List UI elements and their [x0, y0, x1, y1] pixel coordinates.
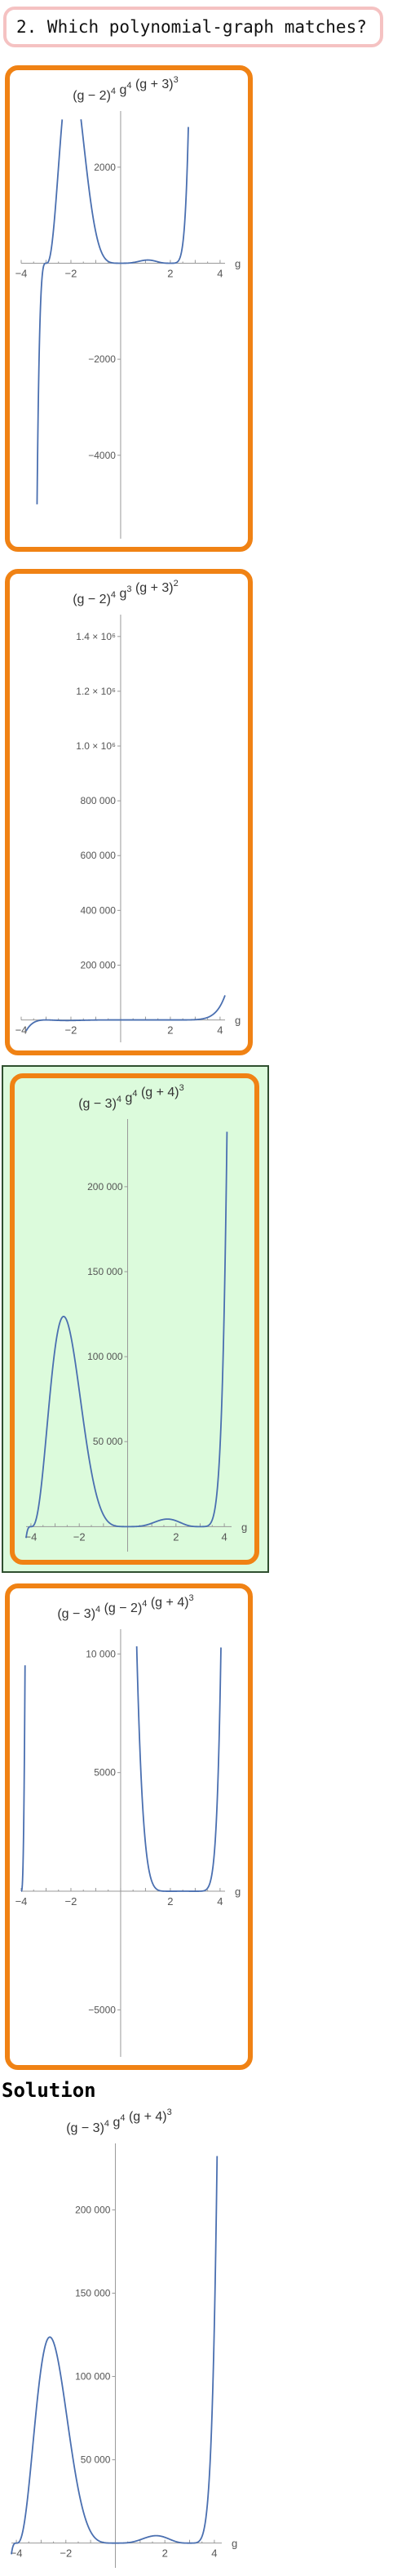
option-4-title-part: (g + 4) [147, 1596, 188, 1610]
solution-title-exponent: 4 [104, 2119, 109, 2129]
option-3-x-tick-label: 2 [173, 1530, 179, 1543]
option-4-title-part: (g − 2) [100, 1601, 142, 1615]
option-2-x-tick-label: 2 [167, 1024, 173, 1037]
option-plot-4: (g − 3)4 (g − 2)4 (g + 4)3g−4 −2 2 410 0005… [15, 1593, 241, 2057]
option-1-title-exponent: 4 [111, 87, 116, 96]
option-4-x-tick-label: 4 [217, 1895, 223, 1908]
option-1-y-tick-label: −2000 [88, 353, 116, 365]
solution-title-part: g [109, 2116, 120, 2130]
option-4-x-tick-label: −4 [15, 1895, 28, 1908]
option-4-title: (g − 3)4 (g − 2)4 (g + 4)3 [57, 1593, 193, 1621]
option-2-x-tick-label: −2 [65, 1024, 77, 1037]
option-2-title-exponent: 2 [174, 579, 179, 588]
option-3-curve [25, 1131, 228, 1539]
solution-x-axis-label: g [232, 2538, 237, 2550]
option-3-y-tick-label: 200 000 [87, 1181, 123, 1193]
option-2-y-tick-label: 400 000 [81, 904, 117, 916]
option-3-title-part: (g − 3) [78, 1097, 117, 1111]
option-3-x-axis-label: g [241, 1521, 247, 1533]
solution-y-tick-label: 150 000 [75, 2287, 111, 2298]
option-2-curve [25, 995, 226, 1032]
option-2-title-part: (g + 3) [132, 581, 174, 595]
option-2-title-exponent: 3 [126, 584, 131, 594]
option-plot-2: (g − 2)4 g3 (g + 3)2g−4 −2 2 41.4 × 10⁶1.2 … [15, 579, 241, 1042]
option-1-title-exponent: 4 [126, 81, 131, 91]
option-4-y-tick-label: 10 000 [86, 1648, 116, 1659]
solution-heading: Solution [2, 2079, 96, 2102]
option-3-y-tick-label: 150 000 [87, 1266, 123, 1277]
option-2-x-axis-label: g [235, 1015, 241, 1027]
option-3-x-tick-label: 4 [221, 1530, 227, 1543]
option-3-title-part: (g + 4) [138, 1086, 179, 1099]
option-1-y-tick-label: 2000 [94, 162, 116, 173]
option-3-title: (g − 3)4 g4 (g + 4)3 [78, 1083, 184, 1111]
option-card-3[interactable]: (g − 3)4 g4 (g + 4)3 g −4 −2 2 4 200 000 150 00… [10, 1073, 259, 1565]
solution-title-exponent: 3 [167, 2107, 172, 2117]
question-text: 2. Which polynomial-graph matches? [16, 17, 367, 37]
option-2-y-tick-label: 1.2 × 10⁶ [76, 686, 116, 697]
option-4-title-exponent: 4 [142, 1599, 147, 1609]
option-2-title-exponent: 4 [111, 590, 116, 600]
option-1-x-tick-label: −2 [65, 267, 77, 279]
option-2-x-tick-label: 4 [217, 1024, 223, 1037]
solution-y-tick-label: 200 000 [75, 2204, 111, 2215]
option-1-y-tick-label: −4000 [88, 450, 116, 461]
option-1-x-axis-label: g [235, 257, 241, 269]
option-3-x-tick-label: −2 [73, 1530, 86, 1543]
option-3-x-tick-label: −4 [25, 1530, 38, 1543]
option-1-title-exponent: 3 [174, 75, 179, 85]
option-1-title: (g − 2)4 g4 (g + 3)3 [73, 75, 179, 103]
solution-x-tick-label: −2 [60, 2547, 72, 2560]
option-card-4[interactable]: (g − 3)4 (g − 2)4 (g + 4)3 g −4 −2 2 4 10 000 5… [5, 1583, 253, 2070]
option-2-title-part: g [116, 587, 126, 601]
option-4-x-tick-label: 2 [167, 1895, 173, 1908]
option-plot-1: (g − 2)4 g4 (g + 3)3g−4 −2 2 42000−2000−400… [15, 75, 241, 539]
solution-y-tick-label: 100 000 [75, 2371, 111, 2383]
option-1-x-tick-label: 4 [217, 267, 223, 279]
solution-x-tick-label: −4 [11, 2547, 23, 2560]
option-4-title-part: (g − 3) [57, 1607, 95, 1621]
option-3-title-exponent: 4 [132, 1089, 137, 1099]
option-4-y-tick-label: 5000 [94, 1767, 116, 1779]
option-4-title-exponent: 3 [189, 1593, 194, 1603]
option-4-y-tick-label: −5000 [88, 2004, 116, 2015]
option-card-2[interactable]: (g − 2)4 g3 (g + 3)2 g −4 −2 2 4 1.4 × 10⁶ 1.2 … [5, 569, 253, 1055]
option-2-title: (g − 2)4 g3 (g + 3)2 [73, 579, 179, 606]
solution-x-tick-label: 4 [211, 2547, 217, 2560]
option-2-y-tick-label: 1.0 × 10⁶ [76, 740, 116, 752]
question-prompt: 2. Which polynomial-graph matches? [3, 7, 383, 47]
solution-title-part: (g + 4) [126, 2110, 167, 2124]
option-3-y-tick-label: 100 000 [87, 1351, 123, 1362]
option-1-title-part: (g − 2) [73, 89, 111, 103]
option-2-x-tick-label: −4 [15, 1024, 28, 1037]
solution-x-tick-label: 2 [162, 2547, 168, 2560]
option-2-y-tick-label: 1.4 × 10⁶ [76, 631, 116, 642]
solution-curve [11, 2156, 219, 2555]
option-2-title-part: (g − 2) [73, 593, 111, 606]
option-3-y-tick-label: 50 000 [93, 1436, 123, 1447]
option-2-y-tick-label: 200 000 [81, 959, 117, 970]
option-3-title-part: g [121, 1091, 132, 1105]
option-4-curve [20, 1646, 222, 1892]
option-2-y-tick-label: 600 000 [81, 850, 117, 861]
option-1-x-tick-label: 2 [167, 267, 173, 279]
solution-y-tick-label: 50 000 [81, 2454, 111, 2466]
option-1-title-part: (g + 3) [132, 78, 174, 91]
option-1-curve [36, 119, 189, 504]
option-card-1[interactable]: (g − 2)4 g4 (g + 3)3 g −4 −2 2 4 2000 −2000 −400… [5, 65, 253, 552]
solution-title-exponent: 4 [120, 2113, 125, 2123]
option-2-y-tick-label: 800 000 [81, 795, 117, 806]
option-3-title-exponent: 3 [179, 1083, 184, 1093]
solution-title: (g − 3)4 g4 (g + 4)3 [66, 2107, 172, 2135]
option-1-title-part: g [116, 83, 126, 97]
solution-title-part: (g − 3) [66, 2121, 104, 2135]
option-3-title-exponent: 4 [117, 1095, 121, 1104]
option-4-x-tick-label: −2 [65, 1895, 77, 1908]
option-4-x-axis-label: g [235, 1885, 241, 1898]
option-4-title-exponent: 4 [95, 1605, 100, 1614]
option-1-x-tick-label: −4 [15, 267, 28, 279]
